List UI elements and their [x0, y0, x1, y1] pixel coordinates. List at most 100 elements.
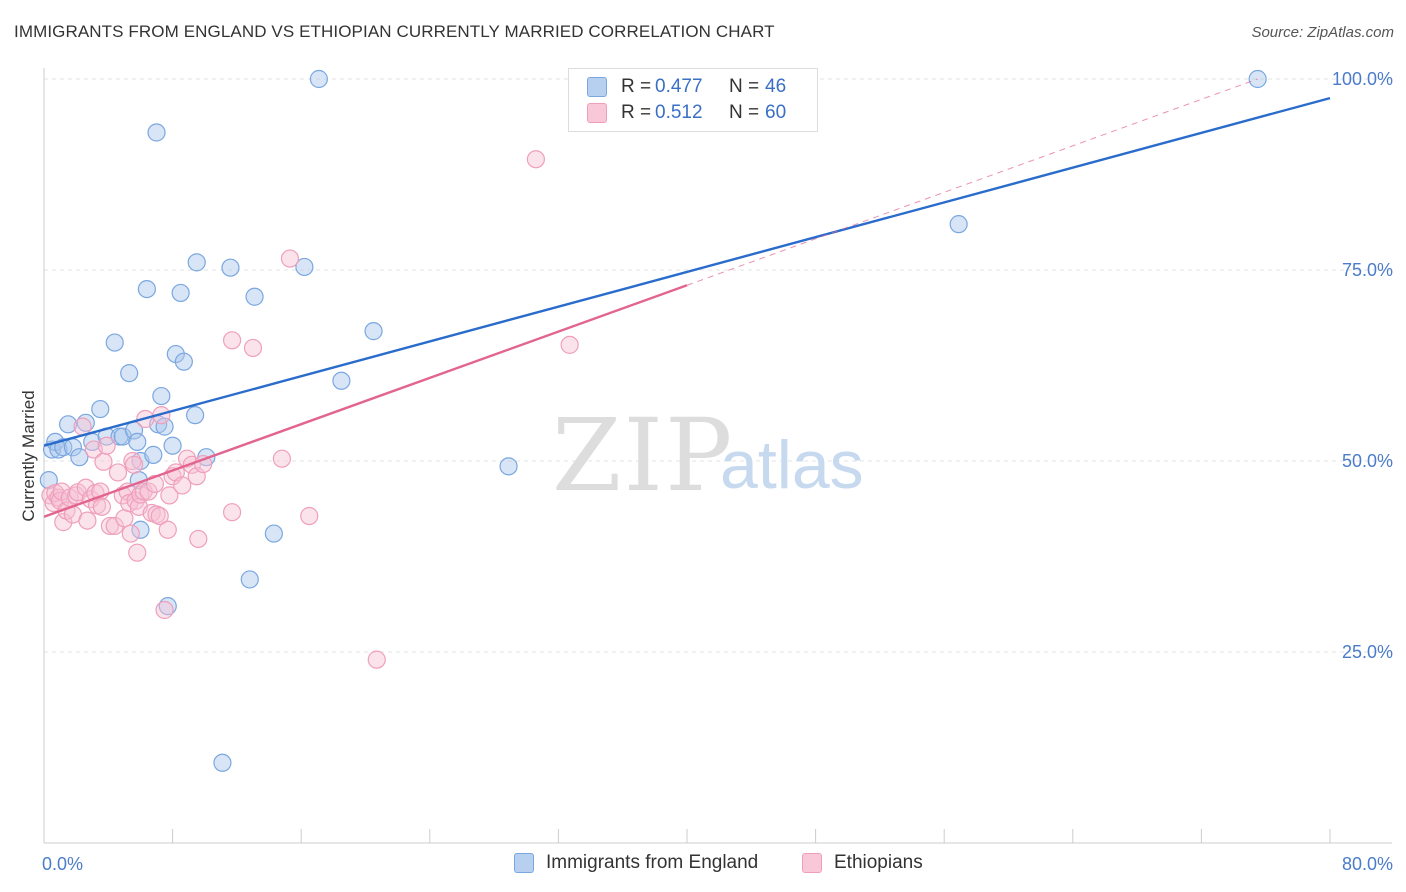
trend-line: [43, 284, 688, 518]
data-point: [309, 69, 328, 89]
data-point: [240, 570, 259, 589]
data-point: [145, 474, 165, 494]
data-point: [115, 509, 134, 528]
trend-lines: [43, 78, 1331, 518]
watermark: ZIP atlas: [552, 397, 864, 514]
data-point: [54, 438, 73, 457]
data-point: [222, 331, 242, 350]
r-value: 0.477: [655, 76, 703, 97]
data-point: [155, 600, 174, 620]
legend-label-england: Immigrants from England: [546, 852, 759, 873]
data-point: [174, 352, 193, 371]
n-value: 60: [765, 102, 787, 123]
r-label: R =: [621, 102, 652, 123]
legend-row-england: R = 0.477 N = 46: [587, 75, 786, 99]
n-label: N =: [729, 102, 760, 123]
data-point: [949, 215, 968, 234]
data-point: [163, 436, 182, 455]
chart-title: IMMIGRANTS FROM ENGLAND VS ETHIOPIAN CUR…: [14, 22, 775, 41]
series-ethiopians-points: [41, 150, 579, 669]
gridlines: [44, 78, 1392, 653]
y-tick-label: 25.0%: [1342, 642, 1393, 662]
data-point: [186, 406, 205, 425]
data-point: [526, 150, 545, 169]
data-point: [128, 543, 147, 562]
data-point: [222, 503, 242, 522]
data-point: [221, 258, 240, 277]
trend-line-extension: [686, 78, 1258, 286]
data-point: [147, 123, 166, 142]
series-legend: Immigrants from England Ethiopians: [0, 852, 1406, 878]
r-value: 0.512: [655, 102, 703, 123]
n-label: N =: [729, 76, 760, 97]
data-point: [295, 257, 314, 277]
y-tick-label: 75.0%: [1342, 260, 1393, 280]
data-point: [158, 520, 177, 539]
watermark-atlas: atlas: [720, 427, 864, 503]
data-point: [139, 482, 158, 501]
data-point: [59, 415, 78, 434]
trend-line: [43, 96, 1331, 447]
x-tick-label: 0.0%: [42, 854, 83, 874]
data-point: [155, 417, 174, 436]
legend-swatch-ethiopians: [802, 853, 822, 873]
data-point: [128, 432, 147, 451]
data-point: [124, 455, 144, 474]
n-value: 46: [765, 76, 787, 97]
data-point: [187, 253, 206, 272]
data-point: [54, 513, 73, 532]
data-point: [150, 506, 169, 526]
source-label: Source: ZipAtlas.com: [1251, 24, 1394, 41]
legend-swatch-ethiopians: [587, 103, 607, 123]
data-point: [92, 497, 111, 516]
legend-item-england[interactable]: Immigrants from England: [514, 852, 758, 874]
axes: [43, 68, 1392, 844]
data-point: [152, 386, 171, 406]
legend-label-ethiopians: Ethiopians: [834, 852, 923, 873]
data-point: [189, 529, 208, 549]
data-point: [100, 516, 120, 536]
y-axis-title: Currently Married: [19, 390, 38, 521]
x-tick-label: 80.0%: [1342, 854, 1393, 874]
data-point: [105, 516, 124, 536]
data-point: [364, 322, 383, 341]
data-point: [245, 287, 264, 306]
legend-item-ethiopians[interactable]: Ethiopians: [802, 852, 923, 874]
data-point: [91, 399, 110, 419]
data-point: [264, 524, 283, 543]
data-point: [121, 524, 140, 543]
series-england-points: [39, 69, 1267, 772]
data-point: [97, 436, 116, 455]
data-point: [560, 335, 579, 354]
data-point: [105, 333, 124, 352]
data-point: [144, 445, 163, 464]
data-point: [78, 511, 97, 530]
data-point: [332, 371, 351, 390]
data-point: [108, 463, 128, 482]
data-point: [137, 280, 156, 299]
data-point: [160, 486, 179, 505]
data-point: [280, 249, 300, 268]
r-label: R =: [621, 76, 652, 97]
data-point: [173, 476, 192, 495]
data-point: [120, 364, 139, 383]
y-tick-label: 50.0%: [1342, 451, 1393, 471]
legend-swatch-england: [514, 853, 534, 873]
data-point: [243, 338, 263, 358]
legend-row-ethiopians: R = 0.512 N = 60: [587, 101, 786, 125]
data-point: [499, 457, 518, 476]
data-point: [94, 452, 113, 471]
correlation-legend: R = 0.477 N = 46 R = 0.512 N = 60: [568, 68, 818, 132]
tick-labels: 25.0% 50.0% 75.0% 100.0% 0.0% 80.0%: [42, 69, 1393, 874]
data-point: [76, 478, 95, 497]
y-tick-label: 100.0%: [1332, 69, 1393, 89]
data-point: [213, 753, 232, 772]
data-point: [272, 449, 292, 468]
data-point: [367, 650, 386, 669]
data-point: [67, 486, 86, 505]
data-point: [131, 520, 150, 539]
data-point: [171, 283, 190, 303]
data-point: [70, 448, 89, 467]
legend-swatch-england: [587, 77, 607, 97]
